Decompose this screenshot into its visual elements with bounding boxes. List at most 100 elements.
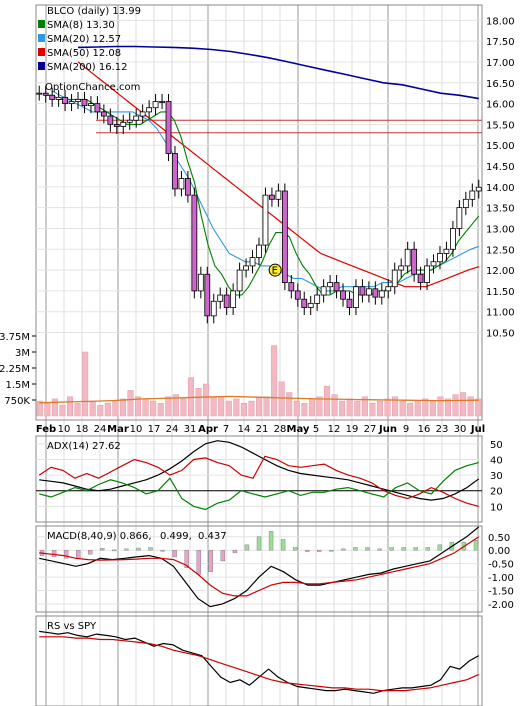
price-candle — [372, 288, 379, 298]
macd-panel: 0.50 0.00 -0.50 -1.00 -1.50 -2.00 — [36, 526, 514, 611]
price-tick-label: 15.00 — [486, 141, 515, 152]
price-tick-label: 10.50 — [486, 329, 515, 340]
volume-bar — [135, 396, 142, 417]
volume-bar — [475, 398, 482, 417]
price-frame — [35, 4, 483, 421]
adx-series-line — [39, 462, 479, 511]
rs-panel — [39, 630, 480, 694]
x-axis: Feb 10 18 24 Mar 10 17 24 31 Apr 7 14 21 28 May 5 12 19 27… — [36, 424, 485, 435]
volume-bar — [82, 351, 89, 417]
price-candle — [327, 282, 334, 288]
volume-bar — [376, 400, 383, 417]
price-candle — [417, 273, 424, 283]
price-candle — [165, 101, 172, 154]
volume-bar — [444, 398, 452, 417]
price-panel: 18.00 17.50 17.00 16.50 16.00 15.50 15.00 14.50… — [36, 16, 515, 340]
volume-bar — [233, 398, 240, 417]
x-tick-label: Apr — [198, 424, 218, 435]
x-tick-label: 30 — [454, 424, 467, 435]
volume-bar — [452, 394, 459, 417]
price-tick-label: 14.00 — [486, 183, 515, 194]
price-candle — [133, 115, 140, 121]
price-candle — [49, 94, 56, 100]
volume-bar — [271, 345, 278, 417]
volume-bar — [316, 396, 323, 417]
macd-histogram-bar — [148, 547, 153, 551]
adx-tick-label: 30 — [490, 471, 503, 482]
price-candle — [42, 92, 49, 96]
x-tick-label: 18 — [76, 424, 89, 435]
volume-bar — [467, 396, 474, 417]
volume-bar — [293, 400, 300, 417]
price-candle — [340, 290, 346, 300]
macd-histogram-bar — [425, 547, 430, 551]
price-tick-label: 11.50 — [486, 287, 515, 298]
macd-tick-label: -1.00 — [488, 573, 514, 584]
volume-bar — [119, 398, 126, 417]
price-candle — [275, 190, 282, 200]
price-candle — [301, 298, 308, 308]
price-tick-label: 12.00 — [486, 266, 515, 277]
volume-bar — [248, 400, 255, 417]
macd-tick-label: 0.00 — [488, 546, 510, 557]
price-candle — [411, 248, 418, 275]
x-tick-label: 24 — [166, 424, 179, 435]
volume-bar — [460, 392, 467, 417]
x-tick-label: Feb — [36, 424, 56, 435]
price-candle — [424, 265, 430, 283]
price-candle — [294, 290, 301, 300]
price-candle — [230, 290, 237, 308]
macd-histogram-bar — [220, 549, 226, 562]
price-candle — [256, 244, 262, 258]
price-tick-label: 13.50 — [486, 204, 515, 215]
price-candle — [139, 111, 146, 117]
volume-bar — [59, 405, 66, 417]
adx-series-line — [38, 455, 479, 507]
price-candle — [146, 107, 153, 113]
volume-bar — [346, 398, 353, 417]
legends: BLCO (daily) 13.99 SMA(8) 13.30 SMA(20) 12… — [38, 6, 227, 632]
volume-tick-label: 750K — [4, 396, 30, 407]
macd-histogram-bar — [292, 547, 298, 551]
volume-bar — [127, 390, 134, 417]
price-candle — [113, 123, 120, 127]
volume-bar — [142, 398, 149, 417]
price-tick-label: 16.50 — [486, 79, 515, 90]
volume-bar — [97, 405, 104, 417]
volume-bar — [263, 396, 270, 417]
price-candle — [62, 96, 68, 104]
price-candle — [269, 194, 275, 200]
adx-legend: ADX(14) 27.62 — [47, 441, 121, 452]
volume-tick-label: 1.5M — [5, 380, 30, 391]
macd-histogram-bar — [196, 549, 201, 575]
price-candle — [184, 178, 191, 196]
x-tick-label: 10 — [58, 424, 71, 435]
price-tick-label: 12.50 — [486, 245, 515, 256]
macd-histogram-bar — [160, 549, 165, 552]
x-tick-label: May — [287, 424, 310, 435]
volume-bar — [429, 400, 436, 417]
price-candle — [94, 103, 101, 113]
volume-bar — [369, 402, 376, 417]
volume-bar — [331, 394, 338, 417]
sma200-line — [77, 45, 479, 100]
macd-tick-label: -0.50 — [488, 560, 514, 571]
macd-histogram-bar — [124, 548, 129, 551]
volume-bar — [203, 383, 210, 417]
macd-histogram-bar — [389, 547, 394, 551]
volume-bar — [157, 402, 164, 417]
x-tick-label: 7 — [223, 424, 229, 435]
legend-swatch — [38, 48, 45, 56]
volume-bar — [240, 402, 247, 417]
macd-histogram-bar — [305, 549, 310, 552]
price-candle — [210, 300, 217, 317]
price-candle — [107, 115, 114, 125]
price-candle — [172, 153, 178, 190]
rs-series-line — [39, 636, 480, 692]
macd-histogram-bar — [329, 549, 334, 552]
price-candle — [398, 265, 405, 271]
price-candle — [262, 194, 269, 246]
macd-histogram-bar — [244, 544, 250, 551]
price-candle — [88, 103, 94, 107]
volume-bar — [112, 400, 119, 417]
